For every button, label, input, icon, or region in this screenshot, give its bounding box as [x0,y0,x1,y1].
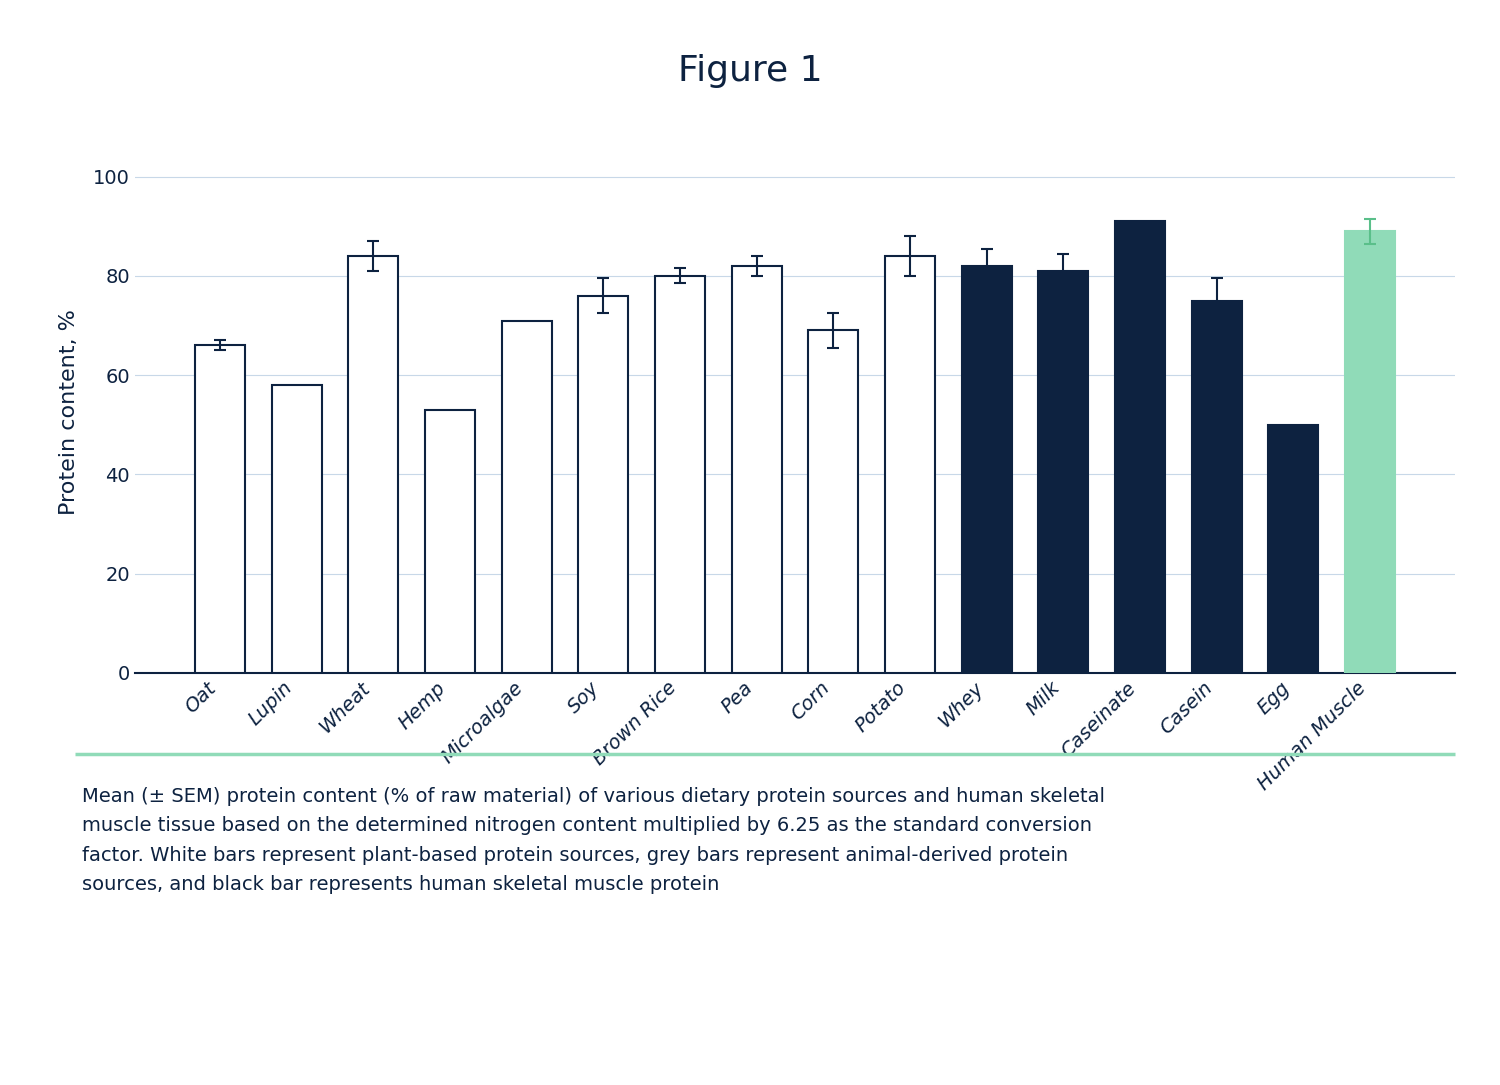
Bar [348,256,398,673]
Bar [962,266,1011,673]
Bar [1269,424,1318,673]
Bar [195,345,244,673]
Text: Figure 1: Figure 1 [678,53,822,88]
Bar [579,296,628,673]
Bar [1038,271,1089,673]
Y-axis label: Protein content, %: Protein content, % [60,309,80,515]
Bar [501,320,552,673]
Bar [424,410,476,673]
Bar [656,276,705,673]
Bar [272,385,321,673]
Bar [885,256,934,673]
Text: Mean (± SEM) protein content (% of raw material) of various dietary protein sour: Mean (± SEM) protein content (% of raw m… [82,787,1106,894]
Bar [1346,231,1395,673]
Bar [1114,221,1166,673]
Bar [732,266,782,673]
Bar [808,331,858,673]
Bar [1192,301,1242,673]
